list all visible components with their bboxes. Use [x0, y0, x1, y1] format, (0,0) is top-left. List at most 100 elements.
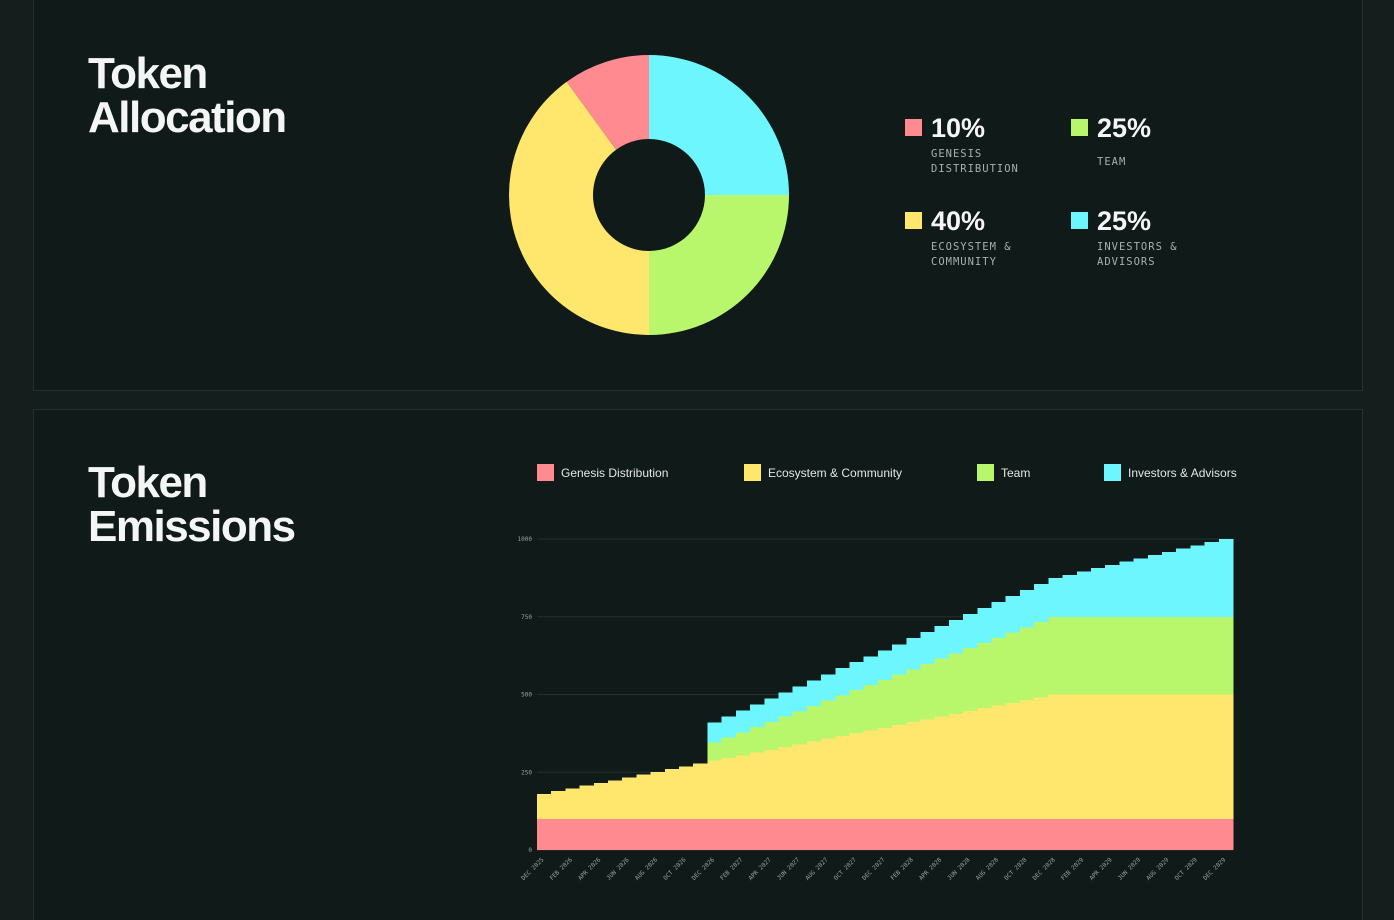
bar-segment — [806, 706, 822, 742]
bar-segment — [920, 818, 936, 850]
legend-swatch — [905, 119, 922, 136]
bar-segment — [1176, 818, 1191, 850]
bar-segment — [806, 680, 822, 707]
legend-item: 40% ECOSYSTEM & COMMUNITY — [905, 207, 1071, 270]
bar-segment — [1190, 545, 1205, 617]
legend-label: INVESTORS & ADVISORS — [1097, 241, 1178, 268]
bar-segment — [622, 777, 637, 819]
x-tick-label: FEB 2028 — [889, 856, 915, 882]
x-tick-label: DEC 2025 — [520, 856, 546, 882]
bar-segment — [1062, 694, 1078, 819]
bar-segment — [849, 690, 865, 734]
legend-value: 40% — [931, 206, 986, 236]
bar-segment — [1133, 694, 1149, 819]
bar-segment — [735, 732, 751, 756]
x-tick-label: FEB 2026 — [549, 856, 575, 882]
bar-segment — [622, 818, 637, 850]
bar-segment — [1090, 694, 1106, 819]
bar-segment — [963, 710, 978, 819]
bar-segment — [650, 818, 666, 850]
bar-segment — [1048, 694, 1063, 819]
slice — [509, 81, 649, 336]
bar-segment — [1119, 561, 1134, 617]
legend-swatch — [537, 464, 554, 481]
bar-segment — [821, 738, 836, 819]
bar-segment — [934, 626, 950, 659]
legend-swatch — [1104, 464, 1121, 481]
bar-segment — [537, 818, 552, 850]
bar-segment — [1076, 818, 1092, 850]
bar-segment — [991, 602, 1007, 638]
bar-segment — [806, 741, 822, 819]
bar-segment — [977, 708, 992, 819]
y-tick-label: 1000 — [518, 536, 533, 543]
bar-segment — [1005, 818, 1021, 850]
y-tick-label: 500 — [521, 692, 532, 699]
bar-segment — [693, 818, 708, 850]
bar-segment — [1076, 694, 1092, 819]
bar-segment — [1076, 571, 1092, 617]
legend-value: 25% — [1097, 113, 1152, 143]
bar-segment — [664, 818, 680, 850]
legend-item: 25% INVESTORS & ADVISORS — [1071, 207, 1237, 270]
bar-segment — [1034, 622, 1049, 698]
bar-segment — [721, 818, 737, 850]
bar-segment — [593, 818, 609, 850]
legend-swatch — [744, 464, 761, 481]
bar-segment — [735, 755, 751, 819]
bar-segment — [892, 644, 907, 675]
legend-value: 25% — [1097, 206, 1152, 236]
bar-segment — [1176, 548, 1191, 617]
bar-segment — [1019, 590, 1035, 628]
bar-segment — [1048, 577, 1063, 617]
legend-label: ECOSYSTEM & COMMUNITY — [931, 241, 1012, 268]
bar-segment — [792, 711, 808, 745]
slice — [649, 55, 789, 195]
x-tick-label: AUG 2029 — [1145, 856, 1171, 882]
bar-segment — [906, 669, 921, 723]
bar-segment — [863, 730, 879, 819]
chart-title: Token Emissions — [88, 458, 296, 551]
bar-segment — [1005, 632, 1021, 703]
bar-segment — [1105, 616, 1120, 695]
bar-segment — [1005, 702, 1021, 819]
x-tick-label: OCT 2027 — [833, 856, 859, 882]
bar-segment — [1119, 818, 1134, 850]
x-tick-label: APR 2027 — [747, 856, 773, 882]
bar-segment — [1119, 616, 1134, 695]
x-tick-label: DEC 2026 — [691, 856, 717, 882]
bar-segment — [1090, 616, 1106, 695]
legend-item: Ecosystem & Community — [744, 464, 902, 481]
bar-segment — [608, 818, 623, 850]
bar-segment — [778, 716, 794, 748]
bar-segment — [792, 818, 808, 850]
bar-segment — [636, 818, 652, 850]
bar-segment — [679, 766, 694, 819]
bar-segment — [1062, 616, 1078, 695]
bar-segment — [721, 757, 737, 819]
bar-segment — [863, 818, 879, 850]
bar-segment — [1133, 818, 1149, 850]
x-tick-label: DEC 2028 — [1031, 856, 1057, 882]
bar-segment — [707, 742, 723, 761]
bar-segment — [1019, 700, 1035, 819]
bar-segment — [735, 710, 751, 733]
bar-segment — [679, 818, 694, 850]
bar-segment — [707, 722, 723, 743]
bar-segment — [1105, 818, 1120, 850]
bar-segment — [1218, 616, 1234, 695]
legend: 25% INVESTORS & ADVISORS 25% TEAM 40% ECOSYST… — [905, 114, 1237, 270]
bar-segment — [849, 662, 865, 691]
bar-segment — [1204, 542, 1220, 617]
bar-segment — [721, 737, 737, 758]
bar-segment — [1019, 627, 1035, 701]
legend-label: GENESIS DISTRIBUTION — [931, 148, 1019, 175]
x-tick-label: APR 2029 — [1088, 856, 1114, 882]
x-tick-label: AUG 2027 — [804, 856, 830, 882]
bar-segment — [1161, 552, 1177, 617]
bar-segment — [1019, 818, 1035, 850]
bar-segment — [991, 705, 1007, 819]
x-tick-label: OCT 2029 — [1174, 856, 1200, 882]
bar-segment — [821, 700, 836, 739]
